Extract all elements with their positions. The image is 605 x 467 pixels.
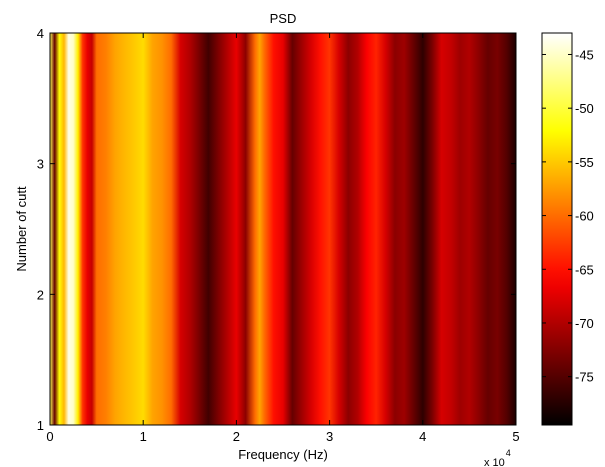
heatmap-area: [50, 33, 516, 425]
plot-frame: [49, 32, 517, 426]
colorbar-tick-label: -75: [575, 370, 594, 385]
x-tick-label: 0: [46, 429, 53, 444]
heatmap-cells: [50, 33, 516, 425]
y-tick-label: 2: [37, 287, 44, 302]
colorbar-tick-label: -55: [575, 155, 594, 170]
x-axis-label: Frequency (Hz): [238, 447, 328, 462]
colorbar-gradient: [542, 33, 572, 425]
x-axis-exponent-base: x 10: [484, 457, 505, 467]
x-tick-label: 3: [326, 429, 333, 444]
y-tick-label: 1: [37, 418, 44, 433]
x-tick-label: 5: [512, 429, 519, 444]
colorbar-tick-label: -45: [575, 47, 594, 62]
x-tick-label: 4: [419, 429, 426, 444]
x-tick-label: 2: [233, 429, 240, 444]
x-axis-exponent: x 104: [484, 448, 511, 467]
colorbar: [542, 33, 572, 425]
colorbar-ticks: -45 -50 -55 -60 -65 -70 -75: [542, 47, 594, 385]
x-axis-exponent-power: 4: [506, 448, 511, 458]
y-tick-label: 3: [37, 157, 44, 172]
colorbar-tick-label: -50: [575, 101, 594, 116]
colorbar-frame: [541, 32, 573, 426]
colorbar-tick-label: -60: [575, 209, 594, 224]
colorbar-tick-label: -65: [575, 262, 594, 277]
y-axis-label: Number of cutt: [14, 186, 29, 272]
y-axis-ticks: 1 2 3 4: [37, 26, 516, 433]
y-tick-label: 4: [37, 26, 44, 41]
chart-title: PSD: [270, 11, 297, 26]
colorbar-tick-label: -70: [575, 316, 594, 331]
x-tick-label: 1: [140, 429, 147, 444]
x-axis-ticks: 0 1 2 3 4 5: [46, 33, 520, 444]
